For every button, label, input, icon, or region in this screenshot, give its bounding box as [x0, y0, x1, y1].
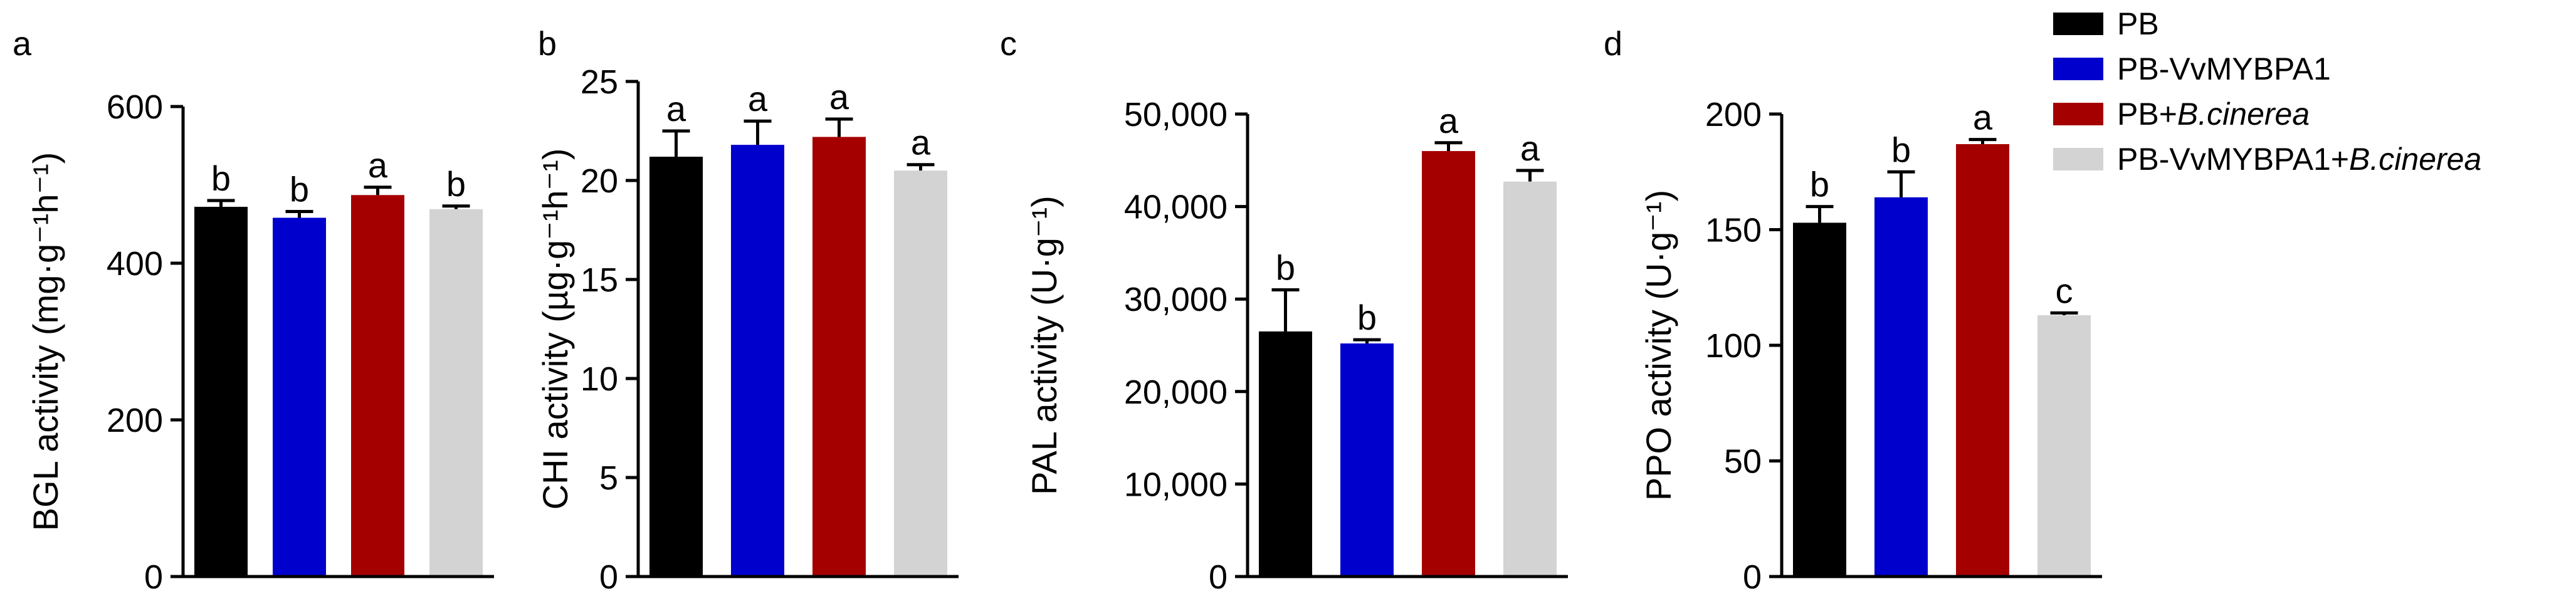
y-tick-label-d-4: 200 — [1705, 96, 1762, 133]
y-tick-label-c-2: 20,000 — [1124, 374, 1228, 411]
significance-label-a-pb-vvmybpa1: b — [290, 170, 309, 209]
bar-a-pb-vvmybpa1 — [273, 217, 326, 577]
legend: PB PB-VvMYBPA1 PB+B.cinerea PB-VvMYBPA1+… — [2053, 1, 2481, 182]
y-tick-label-c-5: 50,000 — [1124, 96, 1228, 133]
legend-swatch-pb — [2053, 13, 2103, 35]
significance-label-b-pb-vvmybpa1: a — [748, 79, 768, 118]
significance-label-b-pb-vvmybpa1-b-cinerea: a — [911, 123, 931, 162]
y-tick-label-d-3: 150 — [1705, 212, 1762, 249]
bar-b-pb — [649, 157, 703, 577]
y-tick-label-a-3: 600 — [107, 88, 163, 126]
significance-label-d-pb: b — [1810, 165, 1829, 204]
legend-item-pb-bcinerea: PB+B.cinerea — [2053, 91, 2481, 137]
y-tick-label-c-3: 30,000 — [1124, 281, 1228, 318]
y-tick-label-d-0: 0 — [1743, 558, 1762, 596]
y-tick-label-a-1: 200 — [107, 402, 163, 439]
significance-label-c-pb-b-cinerea: a — [1439, 101, 1459, 140]
significance-label-a-pb-vvmybpa1-b-cinerea: b — [446, 164, 466, 204]
significance-label-c-pb-vvmybpa1: b — [1357, 298, 1377, 337]
legend-item-pb-vvmybpa1: PB-VvMYBPA1 — [2053, 46, 2481, 91]
y-tick-label-c-1: 10,000 — [1124, 466, 1228, 503]
significance-label-a-pb-b-cinerea: a — [368, 145, 388, 185]
y-axis-label-d: PPO activity (U·g⁻¹) — [1639, 190, 1678, 501]
bar-c-pb — [1259, 331, 1312, 577]
significance-label-b-pb-b-cinerea: a — [829, 77, 849, 117]
legend-swatch-pb-vvmybpa1-bcinerea — [2053, 148, 2103, 170]
y-tick-label-b-3: 15 — [581, 261, 618, 299]
significance-label-d-pb-vvmybpa1-b-cinerea: c — [2056, 271, 2073, 310]
y-tick-label-c-0: 0 — [1209, 558, 1228, 596]
bar-d-pb-vvmybpa1 — [1874, 197, 1928, 577]
y-axis-label-c: PAL activity (U·g⁻¹) — [1024, 196, 1064, 495]
panel-a: a BGL activity (mg·g⁻¹h⁻¹) b b a b 0 200 400 600 — [13, 25, 494, 596]
significance-label-a-pb: b — [211, 159, 231, 198]
bar-b-pb-vvmybpa1 — [731, 145, 784, 577]
legend-label-pb-bcinerea: PB+B.cinerea — [2117, 97, 2310, 132]
significance-label-c-pb-vvmybpa1-b-cinerea: a — [1520, 128, 1540, 168]
y-tick-label-a-0: 0 — [144, 558, 163, 596]
panel-b: b CHI activity (µg·g⁻¹h⁻¹) a a a a 0 5 10 15 20 25 — [535, 25, 959, 596]
bar-a-pb-b-cinerea — [351, 195, 404, 577]
y-tick-label-b-0: 0 — [599, 558, 618, 596]
y-tick-label-d-1: 50 — [1724, 443, 1762, 481]
y-axis-label-a: BGL activity (mg·g⁻¹h⁻¹) — [26, 152, 65, 531]
bar-b-pb-vvmybpa1-b-cinerea — [894, 170, 947, 577]
bar-b-pb-b-cinerea — [812, 137, 866, 577]
legend-item-pb: PB — [2053, 1, 2481, 46]
legend-swatch-pb-bcinerea — [2053, 103, 2103, 125]
significance-label-b-pb: a — [666, 89, 686, 128]
panel-letter-a: a — [13, 25, 32, 63]
panel-d: d PPO activity (U·g⁻¹) b b a c 0 50 100 150 200 — [1604, 25, 2102, 596]
bar-a-pb — [194, 207, 248, 577]
legend-label-pb-vvmybpa1-bcinerea: PB-VvMYBPA1+B.cinerea — [2117, 142, 2482, 177]
panel-letter-d: d — [1604, 25, 1622, 63]
panel-letter-c: c — [1000, 25, 1017, 63]
y-axis-label-b: CHI activity (µg·g⁻¹h⁻¹) — [535, 149, 575, 510]
legend-label-pb: PB — [2117, 6, 2159, 41]
legend-item-pb-vvmybpa1-bcinerea: PB-VvMYBPA1+B.cinerea — [2053, 137, 2481, 182]
bar-c-pb-b-cinerea — [1422, 151, 1475, 577]
bar-d-pb-vvmybpa1-b-cinerea — [2037, 315, 2091, 577]
y-tick-label-a-2: 400 — [107, 245, 163, 283]
y-tick-label-b-5: 25 — [581, 63, 618, 101]
y-tick-label-b-1: 5 — [599, 459, 618, 497]
y-tick-label-c-4: 40,000 — [1124, 189, 1228, 226]
y-tick-label-b-4: 20 — [581, 162, 618, 200]
bar-a-pb-vvmybpa1-b-cinerea — [429, 209, 483, 577]
legend-label-pb-vvmybpa1: PB-VvMYBPA1 — [2117, 51, 2331, 86]
significance-label-d-pb-vvmybpa1: b — [1891, 130, 1911, 169]
panel-c: c PAL activity (U·g⁻¹) b b a a 0 10,000 20,000 30… — [1000, 25, 1568, 596]
panel-letter-b: b — [538, 25, 557, 63]
significance-label-d-pb-b-cinerea: a — [1973, 98, 1993, 137]
y-tick-label-b-2: 10 — [581, 360, 618, 398]
legend-swatch-pb-vvmybpa1 — [2053, 58, 2103, 80]
bar-c-pb-vvmybpa1 — [1340, 343, 1394, 577]
significance-label-c-pb: b — [1276, 248, 1295, 287]
y-tick-label-d-2: 100 — [1705, 327, 1762, 365]
bar-d-pb-b-cinerea — [1956, 144, 2009, 577]
bar-d-pb — [1793, 222, 1846, 577]
bar-c-pb-vvmybpa1-b-cinerea — [1503, 181, 1557, 577]
